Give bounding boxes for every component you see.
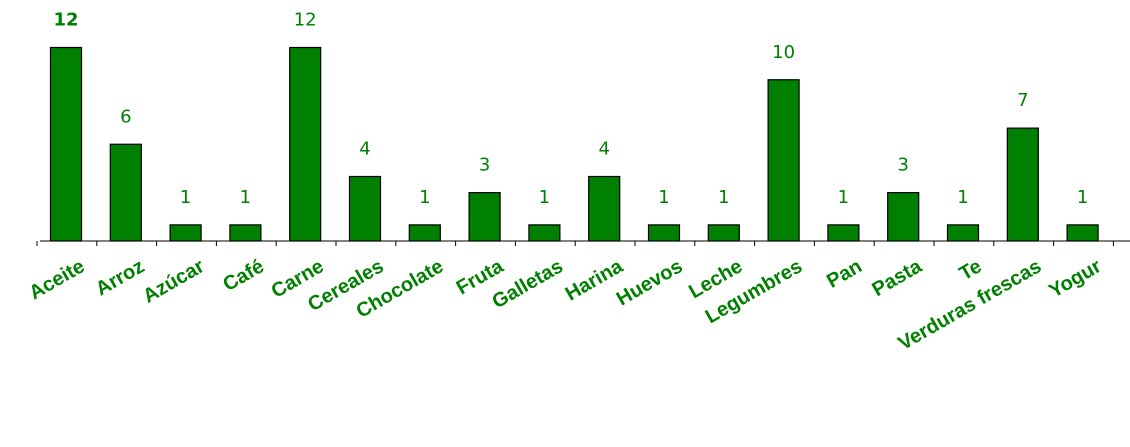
data-label-azucar: 1 — [180, 187, 191, 208]
data-label-carne: 12 — [294, 10, 317, 31]
bar-carne — [289, 46, 322, 242]
data-label-fruta: 3 — [479, 155, 490, 176]
bar-harina — [588, 175, 621, 242]
data-label-arroz: 6 — [120, 106, 131, 127]
category-label-cafe: Café — [219, 255, 268, 296]
data-label-chocolate: 1 — [419, 187, 430, 208]
data-label-yogur: 1 — [1077, 187, 1088, 208]
data-label-cafe: 1 — [240, 187, 251, 208]
data-label-te: 1 — [957, 187, 968, 208]
x-axis-ticks — [36, 241, 1114, 246]
bar-arroz — [109, 143, 142, 242]
data-label-pasta: 3 — [897, 155, 908, 176]
data-label-aceite: 12 — [53, 10, 78, 31]
data-labels: 12 6 1 1 12 4 1 3 1 4 1 1 10 1 3 1 7 1 — [53, 10, 1088, 208]
bar-cereales — [348, 175, 382, 242]
data-label-verduras-frescas: 7 — [1017, 90, 1028, 111]
category-label-arroz: Arroz — [92, 255, 148, 300]
category-label-te: Te — [956, 255, 986, 285]
category-label-pan: Pan — [823, 255, 866, 292]
data-label-legumbres: 10 — [772, 42, 795, 63]
bar-galletas — [528, 224, 561, 242]
bar-pan — [827, 224, 860, 242]
category-label-yogur: Yogur — [1045, 255, 1105, 302]
bar-verduras-frescas — [1006, 127, 1039, 242]
bar-leche — [707, 224, 740, 242]
category-label-huevos: Huevos — [613, 255, 687, 310]
data-label-cereales: 4 — [359, 139, 370, 160]
bar-chocolate — [408, 224, 441, 242]
bar-cafe — [229, 224, 262, 242]
bar-pasta — [887, 192, 920, 242]
data-label-huevos: 1 — [658, 187, 669, 208]
bar-fruta — [468, 192, 501, 242]
category-label-pasta: Pasta — [868, 255, 926, 301]
bar-legumbres — [767, 79, 800, 242]
data-label-harina: 4 — [598, 139, 609, 160]
data-label-galletas: 1 — [539, 187, 550, 208]
bar-huevos — [647, 224, 681, 242]
category-label-aceite: Aceite — [26, 255, 89, 304]
bar-te — [946, 224, 980, 242]
bar-azucar — [169, 224, 202, 242]
data-label-leche: 1 — [718, 187, 729, 208]
bar-series — [49, 46, 1099, 242]
bar-aceite — [49, 46, 83, 242]
data-label-pan: 1 — [838, 187, 849, 208]
category-label-azucar: Azúcar — [139, 255, 208, 308]
bar-yogur — [1066, 224, 1099, 242]
